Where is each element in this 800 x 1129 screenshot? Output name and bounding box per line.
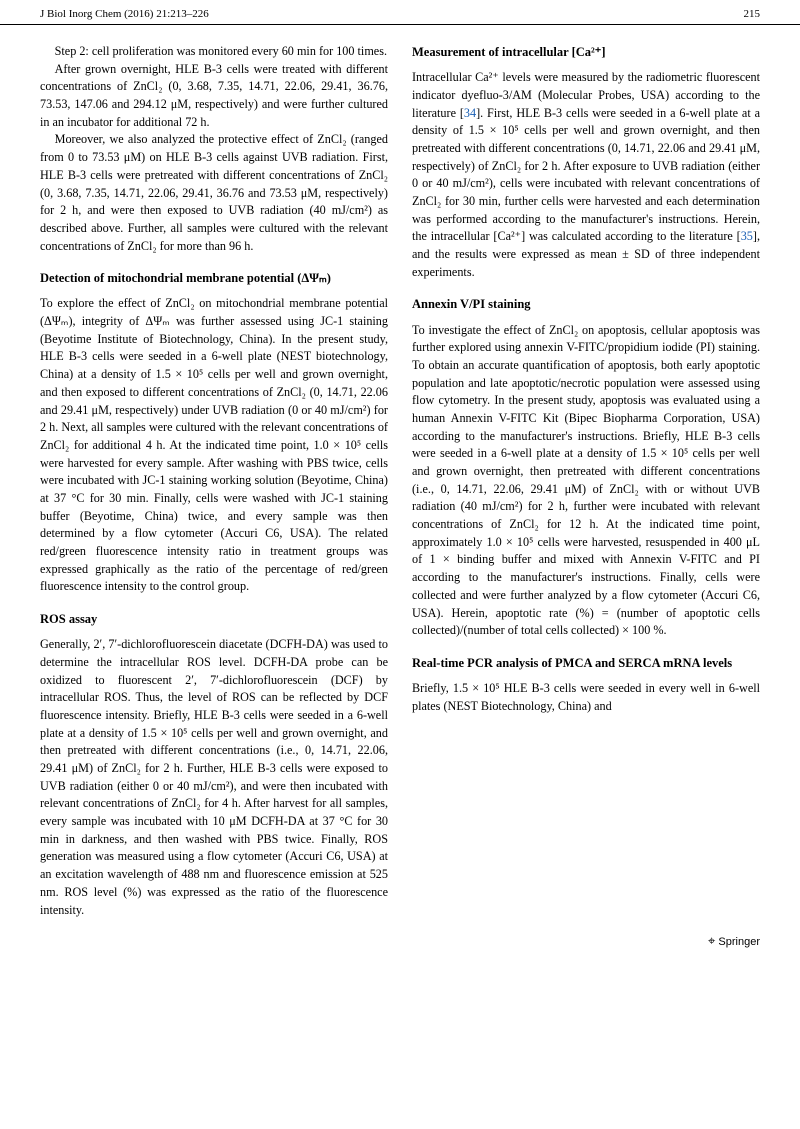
heading-mitochondrial: Detection of mitochondrial membrane pote… <box>40 269 388 287</box>
ref-34[interactable]: 34 <box>464 106 476 120</box>
paragraph-4a-text: Generally, 2′, 7′-dichlorofluorescein di… <box>40 637 388 828</box>
paragraph-4b-text: incubated with 10 μM DCFH-DA at 37 °C fo… <box>40 814 388 916</box>
ref-35[interactable]: 35 <box>741 229 753 243</box>
paragraph-3: To explore the effect of ZnCl₂ on mitoch… <box>40 295 388 596</box>
paragraph-6: To investigate the effect of ZnCl₂ on ap… <box>412 322 760 640</box>
heading-ros: ROS assay <box>40 610 388 628</box>
paragraph-7: Briefly, 1.5 × 10⁵ HLE B-3 cells were se… <box>412 680 760 715</box>
article-body: Step 2: cell proliferation was monitored… <box>0 25 800 959</box>
heading-annexin: Annexin V/PI staining <box>412 295 760 313</box>
page-header: J Biol Inorg Chem (2016) 21:213–226 215 <box>0 0 800 25</box>
publisher-name: Springer <box>718 936 760 948</box>
paragraph-5b-text: ]. First, HLE B-3 cells were seeded in a… <box>412 106 760 244</box>
paragraph-1: After grown overnight, HLE B-3 cells wer… <box>40 61 388 132</box>
page-footer: ⌖ Springer <box>708 933 760 949</box>
paragraph-4: Generally, 2′, 7′-dichlorofluorescein di… <box>40 636 388 919</box>
page-number: 215 <box>744 8 761 20</box>
heading-pcr: Real-time PCR analysis of PMCA and SERCA… <box>412 654 760 672</box>
paragraph-2: Moreover, we also analyzed the protectiv… <box>40 131 388 255</box>
paragraph-5: Intracellular Ca²⁺ levels were measured … <box>412 69 760 281</box>
heading-calcium: Measurement of intracellular [Ca²⁺] <box>412 43 760 61</box>
paragraph-step2: Step 2: cell proliferation was monitored… <box>40 43 388 61</box>
springer-logo-icon: ⌖ <box>708 933 715 948</box>
journal-citation: J Biol Inorg Chem (2016) 21:213–226 <box>40 8 209 20</box>
